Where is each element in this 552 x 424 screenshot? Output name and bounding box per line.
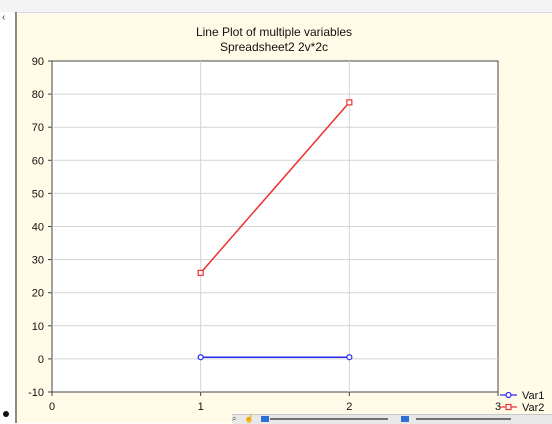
x-tick-label-2: 2 <box>346 401 352 413</box>
y-tick-label-7: 60 <box>32 155 44 167</box>
series-line-var2 <box>200 101 350 274</box>
legend-marker-var2 <box>505 403 512 411</box>
point-var1-1 <box>346 354 353 361</box>
secondary-scroll-track[interactable] <box>416 418 511 420</box>
y-tick-label-2: 10 <box>32 321 44 333</box>
resize-corner-icon[interactable]: ‹ <box>2 12 6 23</box>
point-var2-0 <box>197 269 204 276</box>
grid-lines <box>52 61 498 392</box>
point-var2-1 <box>346 99 353 106</box>
y-tick-label-0: -10 <box>28 387 44 399</box>
y-tick-label-1: 0 <box>38 354 44 366</box>
chart-title: Line Plot of multiple variables <box>196 25 352 39</box>
legend-marker-var1 <box>505 391 512 399</box>
line-chart: Line Plot of multiple variables Spreadsh… <box>28 25 544 414</box>
chart-area: Line Plot of multiple variables Spreadsh… <box>17 14 552 423</box>
window-left-border <box>15 12 17 423</box>
chart-subtitle: Spreadsheet2 2v*2c <box>220 40 328 54</box>
zoom-icon[interactable]: ⌕ <box>232 414 237 423</box>
horizontal-scroll-thumb[interactable] <box>261 416 269 422</box>
x-tick-label-3: 3 <box>495 401 501 413</box>
y-tick-label-8: 70 <box>32 122 44 134</box>
y-tick-label-10: 90 <box>32 56 44 68</box>
legend-label-var2: Var2 <box>522 402 544 414</box>
y-tick-label-5: 40 <box>32 222 44 234</box>
y-tick-label-6: 50 <box>32 188 44 200</box>
y-tick-label-9: 80 <box>32 89 44 101</box>
x-tick-label-1: 1 <box>198 401 204 413</box>
y-tick-label-3: 20 <box>32 288 44 300</box>
window-left-margin <box>0 12 14 423</box>
marker-layer <box>197 99 353 361</box>
y-axis: -10 0 10 20 30 40 50 60 70 80 90 <box>28 56 52 399</box>
hand-tool-icon[interactable]: ☝ <box>244 414 254 423</box>
bottom-toolbar: ⌕ ☝ <box>232 414 552 424</box>
x-axis: 0 1 2 3 <box>49 392 501 413</box>
horizontal-scroll-track[interactable] <box>270 418 388 420</box>
bullet-icon <box>3 411 9 417</box>
legend-label-var1: Var1 <box>522 390 544 402</box>
secondary-scroll-thumb[interactable] <box>401 416 409 422</box>
series-layer <box>200 101 350 358</box>
x-tick-label-0: 0 <box>49 401 55 413</box>
window-top-strip <box>0 0 552 13</box>
y-tick-label-4: 30 <box>32 255 44 267</box>
point-var1-0 <box>197 354 204 361</box>
